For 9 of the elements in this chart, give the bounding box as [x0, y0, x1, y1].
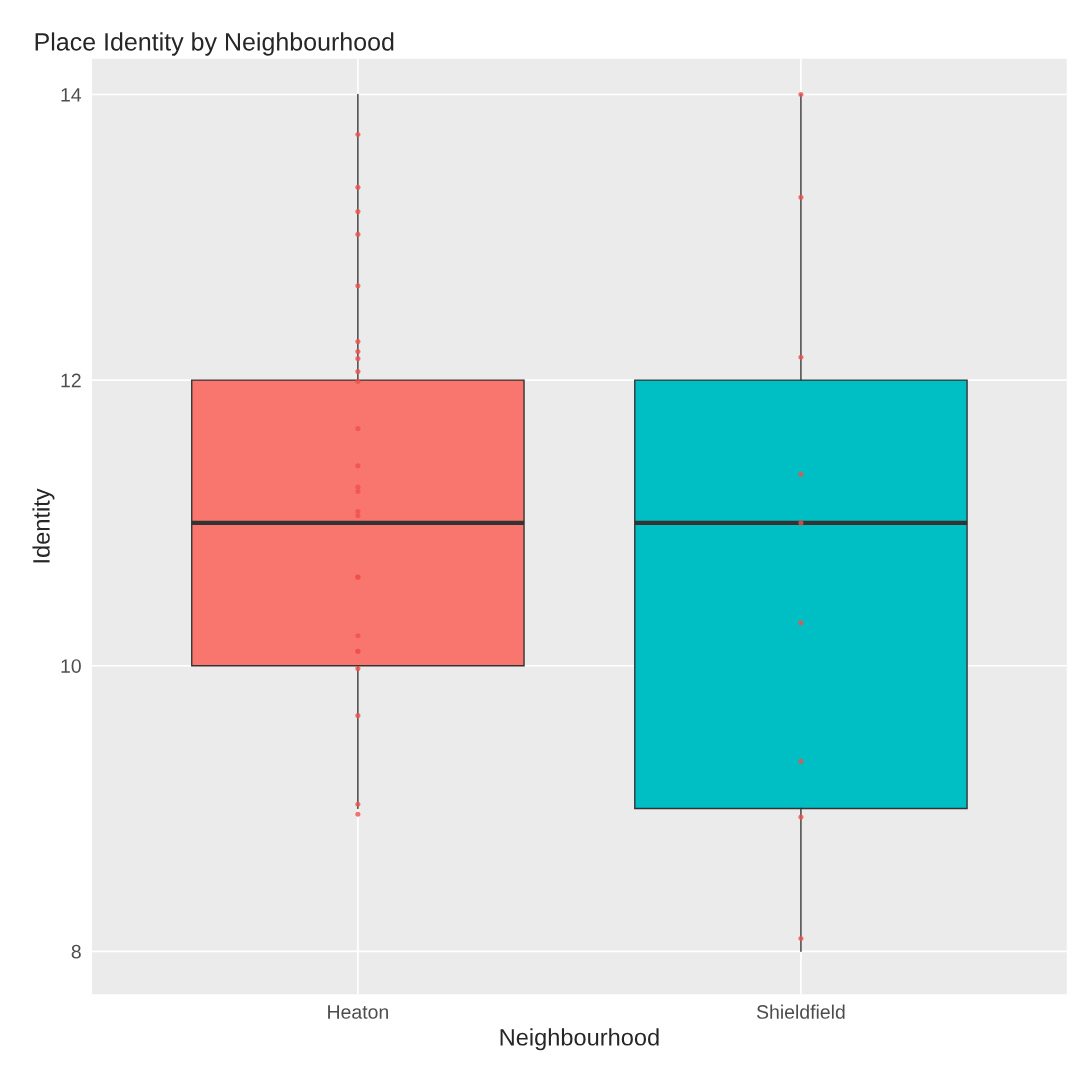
x-tick-label: Shieldfield	[756, 1004, 845, 1019]
x-axis-title: Neighbourhood	[500, 1028, 659, 1051]
x-tick-label: Heaton	[328, 1005, 388, 1019]
y-axis-title: Identity	[32, 488, 55, 563]
y-tick-label: 14	[61, 88, 82, 102]
y-tick-label: 12	[61, 373, 81, 388]
y-tick-label: 8	[71, 944, 81, 959]
y-tick-label: 10	[61, 659, 81, 673]
chart-title: Place Identity by Neighbourhood	[35, 32, 394, 56]
